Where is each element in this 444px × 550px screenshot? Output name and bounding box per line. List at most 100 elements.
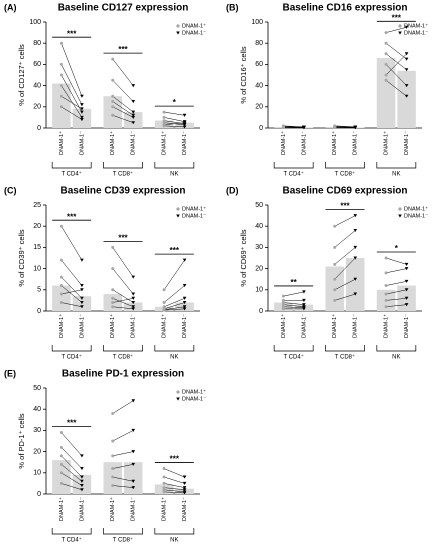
pair-line <box>61 226 83 261</box>
point <box>162 490 166 494</box>
x-tick-label: DNAM-1⁺ <box>58 497 65 521</box>
legend-label: DNAM-1⁻ <box>182 30 206 36</box>
pair-line <box>61 259 83 286</box>
pair-line <box>112 80 134 102</box>
point <box>182 125 187 129</box>
point <box>353 292 358 296</box>
y-axis-label: % of PD-1⁺ cells <box>17 413 26 468</box>
point <box>182 121 187 125</box>
group-bracket <box>103 345 143 352</box>
panel-title: Baseline CD69 expression <box>282 186 407 197</box>
point <box>162 121 166 125</box>
point <box>131 100 136 104</box>
group-bracket <box>51 528 92 535</box>
point <box>302 303 306 307</box>
point <box>384 305 388 309</box>
legend-label: DNAM-1⁺ <box>404 22 428 29</box>
group-bracket <box>154 345 195 352</box>
point <box>281 307 285 311</box>
pair-line <box>386 289 407 295</box>
point <box>384 78 388 82</box>
point <box>384 62 388 66</box>
pair-line <box>61 464 83 482</box>
point <box>59 284 63 288</box>
point <box>353 245 358 249</box>
x-tick-label: DNAM-1⁺ <box>161 497 168 521</box>
point <box>281 301 285 305</box>
point <box>182 113 187 117</box>
point <box>59 62 63 66</box>
pair-line <box>61 106 83 120</box>
group-label: NK <box>170 355 178 361</box>
pair-line <box>61 43 83 97</box>
legend-label: DNAM-1⁺ <box>182 205 206 212</box>
y-tick-label: 20 <box>255 104 263 111</box>
group-bracket <box>376 345 417 352</box>
x-tick-label: DNAM-1⁻ <box>404 131 410 155</box>
pair-line <box>112 400 134 414</box>
pair-line <box>61 64 83 105</box>
bar <box>52 460 71 494</box>
point <box>131 399 136 403</box>
pair-line <box>61 95 83 110</box>
point <box>404 267 409 271</box>
point <box>111 296 115 300</box>
group-label: T CD4⁺ <box>61 354 81 361</box>
point <box>302 290 306 294</box>
point <box>333 288 337 292</box>
legend-marker <box>176 31 180 35</box>
y-tick-label: 0 <box>259 308 263 315</box>
pair-line <box>112 430 134 442</box>
pair-line <box>386 304 407 308</box>
group-label: T CD4⁺ <box>283 171 303 178</box>
pair-line <box>283 306 304 309</box>
y-tick-label: 5 <box>37 287 41 294</box>
x-tick-label: DNAM-1⁺ <box>161 131 168 155</box>
y-tick-label: 0 <box>37 125 41 132</box>
x-tick-label: DNAM-1⁺ <box>109 497 116 521</box>
pair-line <box>385 43 407 60</box>
group-bracket <box>51 162 92 169</box>
group-label: T CD4⁺ <box>283 354 303 361</box>
panel-label: (E) <box>4 368 16 378</box>
point <box>111 484 115 488</box>
pair-line <box>283 302 304 305</box>
pair-line <box>164 487 185 491</box>
y-tick-label: 20 <box>33 448 41 455</box>
group-bracket <box>103 162 143 169</box>
point <box>182 475 187 479</box>
point <box>333 277 337 281</box>
point <box>80 94 84 98</box>
point <box>404 84 409 88</box>
y-tick-label: 40 <box>255 223 263 230</box>
point <box>333 262 337 266</box>
y-tick-label: 10 <box>33 470 41 477</box>
legend-label: DNAM-1⁻ <box>404 30 428 36</box>
point <box>131 305 136 309</box>
point <box>182 123 187 127</box>
pair-line <box>112 115 134 123</box>
point <box>162 481 166 485</box>
x-tick-label: DNAM-1⁻ <box>301 314 307 338</box>
point <box>131 121 136 125</box>
group-label: T CD4⁺ <box>61 537 81 544</box>
y-tick-label: 80 <box>33 40 41 47</box>
pair-line <box>61 302 82 308</box>
y-tick-label: 0 <box>259 125 263 132</box>
group-label: T CD4⁺ <box>61 171 81 178</box>
point <box>111 113 115 117</box>
point <box>131 296 136 300</box>
point <box>59 84 63 88</box>
point <box>182 305 187 309</box>
pair-line <box>61 447 83 469</box>
point <box>80 479 84 483</box>
pair-line <box>164 117 185 122</box>
point <box>162 110 166 114</box>
point <box>131 292 136 296</box>
y-tick-label: 10 <box>33 265 41 272</box>
pair-line <box>163 259 185 290</box>
x-tick-label: DNAM-1⁻ <box>353 314 359 338</box>
point <box>80 284 84 288</box>
legend-marker <box>176 214 180 218</box>
panel-title: Baseline PD-1 expression <box>62 369 184 380</box>
